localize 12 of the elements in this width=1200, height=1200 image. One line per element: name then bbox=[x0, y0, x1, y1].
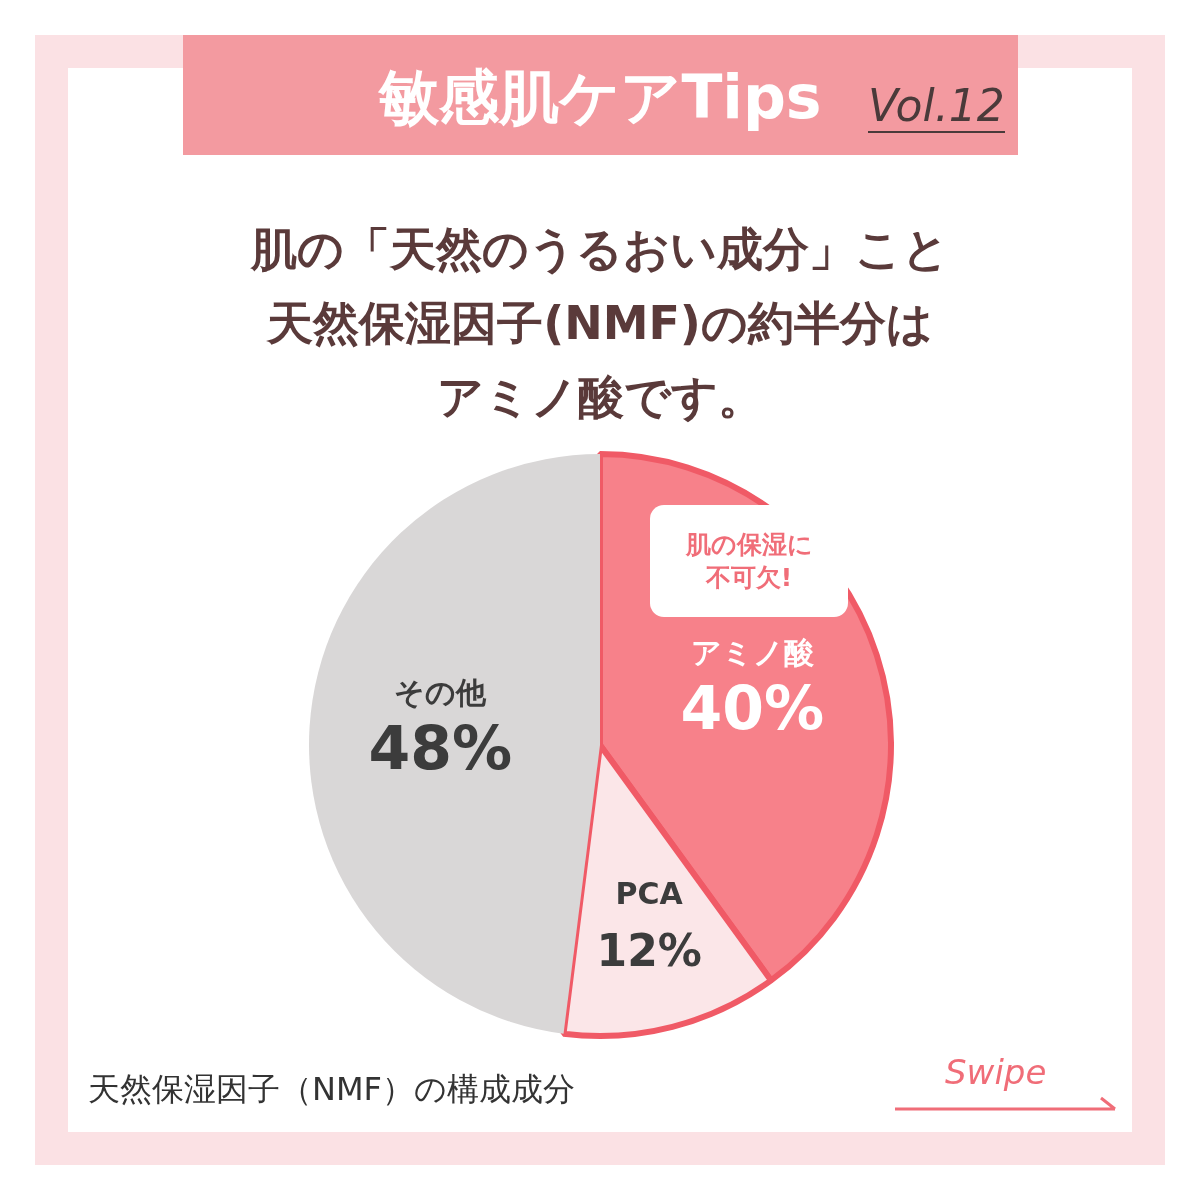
chart-subtitle: 肌の「天然のうるおい成分」こと天然保湿因子(NMF)の約半分はアミノ酸です。 bbox=[250, 221, 950, 426]
chart-title: 敏感肌ケアTips bbox=[379, 62, 822, 132]
data-label: 12% bbox=[596, 925, 702, 977]
speech-bubble: 肌の保湿に不可欠! bbox=[650, 505, 848, 617]
text: 天然保湿因子（NMF）の構成成分 bbox=[88, 1069, 575, 1110]
text: Swipe bbox=[945, 1052, 1047, 1092]
data-label: 40% bbox=[680, 673, 825, 744]
text: Vol.12 bbox=[868, 80, 1005, 133]
slice-label: その他 bbox=[394, 674, 488, 710]
slice-label: PCA bbox=[615, 876, 684, 912]
slice-label: アミノ酸 bbox=[690, 635, 814, 671]
data-label: 48% bbox=[368, 712, 513, 783]
